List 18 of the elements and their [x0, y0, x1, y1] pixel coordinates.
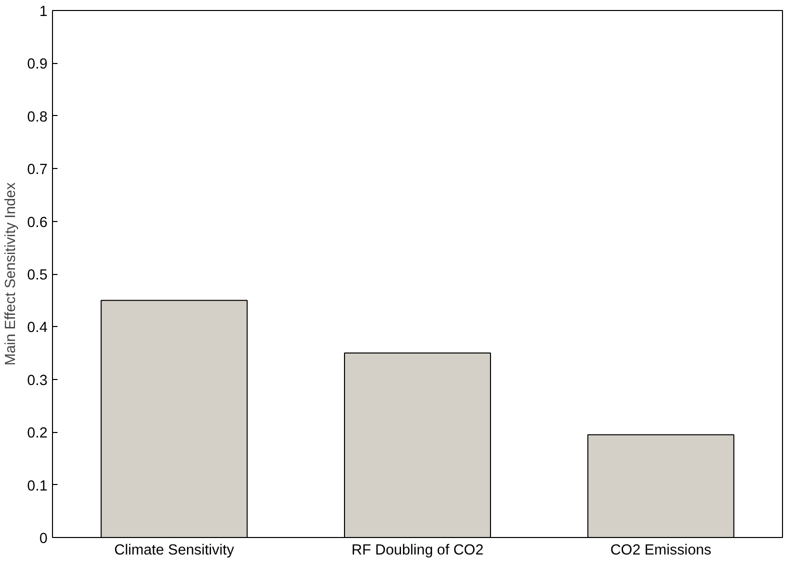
y-tick-label: 0	[39, 531, 48, 547]
y-tick-label: 0.3	[27, 372, 48, 389]
y-tick-label: 1	[39, 4, 48, 20]
y-tick-label: 0.4	[27, 320, 48, 336]
x-tick-label: CO2 Emissions	[610, 542, 712, 558]
bar	[344, 352, 491, 538]
y-tick-label: 0.1	[27, 478, 48, 494]
x-tick-label: RF Doubling of CO2	[352, 542, 484, 558]
x-tick-label: Climate Sensitivity	[114, 542, 235, 558]
y-tick-label: 0.9	[27, 56, 48, 73]
bar	[100, 300, 248, 538]
y-tick-label: 0.2	[27, 426, 48, 442]
y-tick-label: 0.5	[27, 268, 48, 284]
y-axis-title: Main Effect Sensitivity Index	[3, 182, 20, 366]
y-tick-label: 0.7	[27, 162, 48, 178]
y-tick-label: 0.6	[27, 214, 48, 231]
bar	[587, 434, 734, 538]
y-tick-label: 0.8	[27, 109, 48, 126]
